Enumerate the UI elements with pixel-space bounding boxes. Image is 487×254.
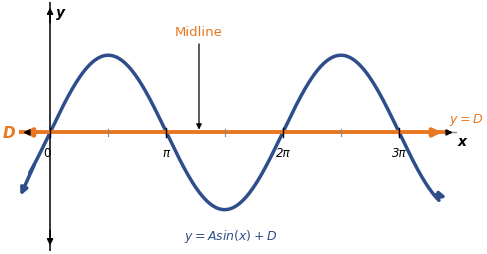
Text: y: y [56,6,65,20]
Text: 2π: 2π [276,146,290,159]
Text: $y = D$: $y = D$ [449,112,483,128]
Text: $y = A\mathit{sin}(x) + D$: $y = A\mathit{sin}(x) + D$ [184,227,277,244]
Text: π: π [163,146,170,159]
Text: x: x [457,135,467,149]
Text: 0: 0 [43,146,51,159]
Text: 3π: 3π [392,146,407,159]
Text: D: D [2,125,15,140]
Text: Midline: Midline [175,26,223,129]
